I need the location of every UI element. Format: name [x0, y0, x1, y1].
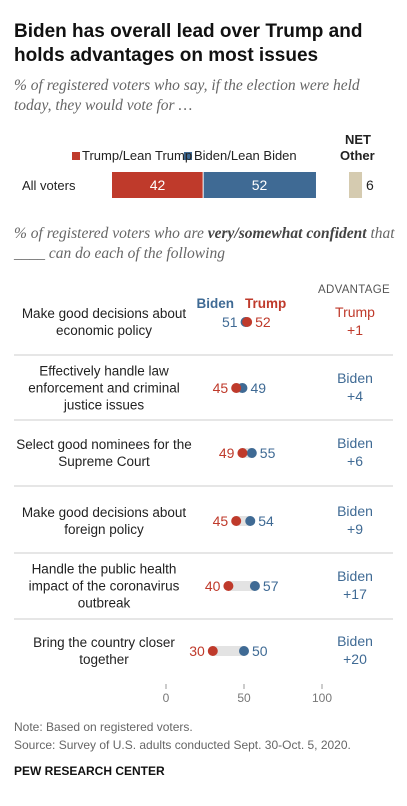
advantage-winner: Biden	[337, 568, 373, 584]
legend-label: Trump/Lean Trump	[82, 148, 193, 163]
advantage-margin: +4	[347, 388, 363, 404]
value-label: 54	[258, 513, 274, 529]
bar-value-label: 42	[150, 177, 166, 193]
dot	[242, 317, 253, 327]
subtitle-part: % of registered voters who are	[14, 225, 208, 242]
value-label: 40	[205, 578, 221, 594]
category-label: All voters	[22, 178, 76, 193]
dot	[245, 516, 256, 526]
bar-segment	[112, 172, 204, 198]
value-label: 55	[260, 445, 276, 461]
value-label: 45	[213, 380, 229, 396]
x-tick-label: 50	[237, 691, 251, 705]
value-label: 49	[250, 380, 266, 396]
gap-bar	[212, 646, 244, 656]
source: Source: Survey of U.S. adults conducted …	[14, 738, 351, 752]
dot	[249, 581, 260, 591]
value-label: 57	[263, 578, 279, 594]
value-label: 52	[255, 314, 271, 330]
legend-swatch	[184, 152, 192, 160]
x-tick-label: 100	[312, 691, 332, 705]
dot	[223, 581, 234, 591]
advantage-margin: +17	[343, 586, 367, 602]
subtitle-part: very/somewhat confident	[207, 225, 367, 242]
value-label: 50	[252, 643, 268, 659]
other-label: Other	[340, 148, 375, 163]
advantage-winner: Trump	[335, 304, 375, 320]
net-label: NET	[345, 132, 371, 147]
subtitle-part: that ____ can do each of the following	[14, 225, 395, 262]
note: Note: Based on registered voters.	[14, 720, 193, 734]
chart-title: Biden has overall lead over Trump and ho…	[14, 21, 363, 66]
gap-bar	[228, 581, 255, 591]
advantage-title: ADVANTAGE	[318, 284, 390, 296]
dot	[231, 516, 242, 526]
category-label: Effectively handle law enforcement and c…	[28, 363, 180, 413]
advantage-margin: +6	[347, 453, 363, 469]
advantage-winner: Biden	[337, 435, 373, 451]
bar-value-label: 52	[252, 177, 268, 193]
x-tick-label: 0	[163, 691, 170, 705]
footer: PEW RESEARCH CENTER	[14, 764, 165, 778]
legend-label: Biden/Lean Biden	[194, 148, 297, 163]
subtitle: % of registered voters who are very/some…	[14, 224, 399, 264]
legend-label: Biden	[196, 296, 234, 311]
category-label: Select good nominees for the Supreme Cou…	[16, 437, 192, 469]
value-label: 51	[222, 314, 238, 330]
dot	[239, 646, 249, 656]
advantage-winner: Biden	[337, 370, 373, 386]
value-label: 30	[189, 643, 205, 659]
value-label: 49	[219, 445, 235, 461]
dot	[207, 646, 218, 656]
advantage-winner: Biden	[337, 633, 373, 649]
advantage-margin: +1	[347, 322, 363, 338]
gap-bar	[236, 516, 251, 526]
category-label: Make good decisions about economic polic…	[21, 306, 187, 338]
other-value-label: 6	[366, 177, 374, 193]
advantage-winner: Biden	[337, 503, 373, 519]
subtitle: % of registered voters who say, if the e…	[14, 77, 360, 114]
category-label: Make good decisions about foreign policy	[21, 505, 187, 537]
legend-label: Trump	[245, 296, 286, 311]
advantage-margin: +20	[343, 651, 367, 667]
legend-swatch	[72, 152, 80, 160]
advantage-margin: +9	[347, 521, 363, 537]
dot	[231, 383, 242, 393]
category-label: Bring the country closer together	[33, 635, 175, 667]
value-label: 45	[213, 513, 229, 529]
dot	[237, 448, 248, 458]
other-bar	[349, 172, 363, 198]
category-label: Handle the public health impact of the c…	[28, 561, 180, 611]
dot	[246, 448, 257, 458]
bar-segment	[203, 172, 316, 198]
